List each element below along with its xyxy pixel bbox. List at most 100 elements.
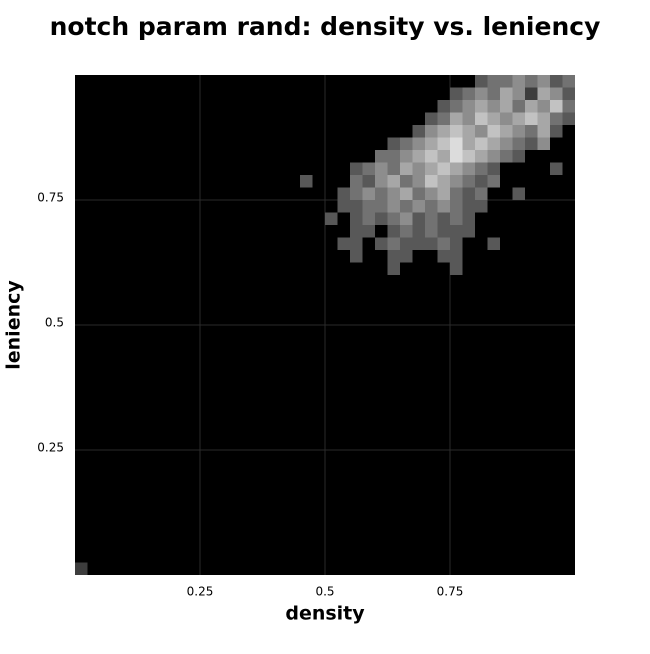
heatmap-cell	[450, 225, 463, 238]
heatmap-cell	[425, 150, 438, 163]
heatmap-cell	[450, 112, 463, 125]
heatmap-cell	[450, 162, 463, 175]
chart-title: notch param rand: density vs. leniency	[50, 12, 601, 41]
heatmap-cell	[325, 212, 338, 225]
heatmap-cell	[562, 75, 575, 88]
heatmap-cell	[400, 225, 413, 238]
heatmap-cell	[525, 125, 538, 138]
heatmap-cell	[462, 187, 475, 200]
heatmap-cell	[362, 225, 375, 238]
heatmap-cell	[487, 125, 500, 138]
heatmap-cell	[512, 125, 525, 138]
heatmap-cell	[437, 137, 450, 150]
x-axis-label: density	[285, 603, 365, 625]
heatmap-cell	[387, 150, 400, 163]
heatmap-cell	[437, 225, 450, 238]
heatmap-cell	[450, 200, 463, 213]
heatmap-cell	[437, 187, 450, 200]
heatmap-cell	[475, 187, 488, 200]
heatmap-cell	[462, 175, 475, 188]
heatmap-cell	[425, 125, 438, 138]
heatmap-cell	[462, 125, 475, 138]
heatmap-cell	[412, 225, 425, 238]
heatmap-cell	[512, 87, 525, 100]
heatmap-cell	[500, 150, 513, 163]
heatmap-cell	[375, 200, 388, 213]
heatmap-cell	[550, 112, 563, 125]
heatmap-cell	[462, 112, 475, 125]
heatmap-cell	[375, 187, 388, 200]
heatmap-cell	[475, 87, 488, 100]
heatmap-cell	[512, 100, 525, 113]
heatmap-cell	[550, 162, 563, 175]
heatmap-cell	[375, 212, 388, 225]
heatmap-cell	[425, 237, 438, 250]
heatmap-cell	[300, 175, 313, 188]
heatmap-cell	[562, 112, 575, 125]
heatmap-cell	[462, 200, 475, 213]
heatmap-cell	[475, 175, 488, 188]
heatmap-cell	[562, 100, 575, 113]
heatmap-cell	[412, 125, 425, 138]
heatmap-cell	[475, 75, 488, 88]
x-tick-label: 0.25	[187, 585, 214, 599]
heatmap-cell	[362, 162, 375, 175]
heatmap-cell	[512, 75, 525, 88]
heatmap-cell	[412, 175, 425, 188]
heatmap-cell	[550, 125, 563, 138]
heatmap-cell	[475, 100, 488, 113]
y-tick-label: 0.25	[37, 441, 64, 455]
heatmap-cell	[500, 100, 513, 113]
heatmap-cell	[412, 162, 425, 175]
heatmap-cell	[550, 100, 563, 113]
heatmap-cell	[337, 237, 350, 250]
heatmap-cell	[400, 175, 413, 188]
heatmap-cell	[525, 100, 538, 113]
heatmap-cell	[537, 112, 550, 125]
heatmap-cell	[362, 175, 375, 188]
heatmap-cell	[537, 125, 550, 138]
heatmap-cell	[387, 162, 400, 175]
heatmap-cell	[525, 112, 538, 125]
heatmap-cell	[537, 100, 550, 113]
heatmap-cell	[400, 137, 413, 150]
heatmap-cell	[437, 125, 450, 138]
heatmap-cell	[350, 212, 363, 225]
heatmap-cell	[362, 200, 375, 213]
heatmap-cell	[350, 162, 363, 175]
heatmap-cell	[475, 200, 488, 213]
heatmap-cell	[487, 112, 500, 125]
heatmap-cell	[425, 175, 438, 188]
heatmap-cell	[487, 75, 500, 88]
heatmap-cell	[462, 212, 475, 225]
heatmap-cell	[562, 87, 575, 100]
heatmap-cell	[337, 200, 350, 213]
heatmap-cell	[550, 87, 563, 100]
heatmap-cell	[400, 200, 413, 213]
heatmap-cell	[437, 200, 450, 213]
heatmap-cell	[425, 200, 438, 213]
heatmap-cell	[387, 175, 400, 188]
heatmap-cell	[350, 200, 363, 213]
heatmap-cell	[387, 237, 400, 250]
heatmap-cell	[500, 87, 513, 100]
heatmap-cell	[462, 225, 475, 238]
heatmap-cell	[450, 187, 463, 200]
heatmap-cell	[450, 237, 463, 250]
heatmap-cell	[512, 112, 525, 125]
heatmap-cell	[375, 150, 388, 163]
heatmap-cell	[412, 237, 425, 250]
heatmap-cell	[500, 125, 513, 138]
heatmap-cell	[437, 100, 450, 113]
x-tick-label: 0.5	[315, 585, 334, 599]
heatmap-cell	[437, 162, 450, 175]
heatmap-cell	[462, 162, 475, 175]
heatmap-cell	[375, 175, 388, 188]
heatmap-cell	[437, 112, 450, 125]
heatmap-cell	[387, 262, 400, 275]
heatmap-cell	[475, 112, 488, 125]
heatmap-cell	[450, 137, 463, 150]
heatmap-cell	[387, 200, 400, 213]
heatmap-cell	[387, 137, 400, 150]
